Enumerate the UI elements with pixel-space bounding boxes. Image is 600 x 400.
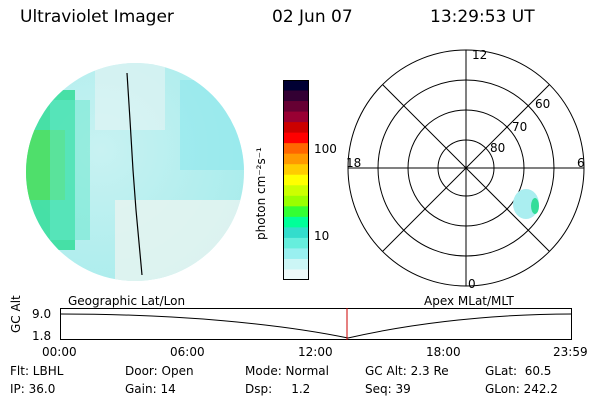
altitude-timeline bbox=[60, 308, 572, 340]
colorbar-label: photon cm⁻²s⁻¹ bbox=[254, 147, 268, 240]
altitude-curve bbox=[60, 313, 572, 339]
info-gc-alt: GC Alt: 2.3 Re bbox=[365, 364, 449, 378]
auroral-image bbox=[26, 63, 244, 281]
timeline-y-top: 9.0 bbox=[32, 307, 52, 321]
timeline-tick-0600: 06:00 bbox=[170, 345, 205, 359]
polar-lat-80: 80 bbox=[490, 141, 506, 155]
instrument-title: Ultraviolet Imager bbox=[20, 7, 174, 27]
info-door: Door: Open bbox=[125, 364, 194, 378]
colorbar-swatch bbox=[283, 164, 309, 176]
colorbar-swatch bbox=[283, 101, 309, 113]
info-dsp: Dsp: 1.2 bbox=[245, 382, 311, 396]
info-glat: GLat: 60.5 bbox=[485, 364, 552, 378]
timeline-tick-1800: 18:00 bbox=[426, 345, 461, 359]
timeline-left-title: Geographic Lat/Lon bbox=[68, 294, 186, 308]
colorbar-swatch bbox=[283, 216, 309, 228]
timeline-axis-label: GC Alt bbox=[9, 295, 23, 333]
polar-label-0: 0 bbox=[468, 277, 476, 291]
polar-label-18: 18 bbox=[346, 156, 362, 170]
timeline-y-bottom: 1.8 bbox=[32, 329, 52, 343]
colorbar-swatch bbox=[283, 80, 309, 92]
colorbar-swatch bbox=[283, 269, 309, 280]
colorbar-swatch bbox=[283, 143, 309, 155]
colorbar-swatch bbox=[283, 111, 309, 123]
colorbar-border bbox=[283, 80, 309, 280]
info-glon: GLon: 242.2 bbox=[485, 382, 558, 396]
colorbar-swatch bbox=[283, 185, 309, 197]
colorbar-swatch bbox=[283, 227, 309, 239]
polar-label-12: 12 bbox=[472, 48, 488, 62]
polar-label-6: 6 bbox=[577, 156, 585, 170]
colorbar bbox=[283, 80, 309, 280]
colorbar-swatch bbox=[283, 132, 309, 144]
colorbar-swatch bbox=[283, 122, 309, 134]
colorbar-swatch bbox=[283, 206, 309, 218]
polar-lat-60: 60 bbox=[535, 97, 551, 111]
terminator-line bbox=[126, 72, 143, 276]
date-label: 02 Jun 07 bbox=[272, 7, 353, 27]
colorbar-swatch bbox=[283, 153, 309, 165]
timeline-right-title: Apex MLat/MLT bbox=[424, 294, 514, 308]
info-mode: Mode: Normal bbox=[245, 364, 329, 378]
colorbar-swatch bbox=[283, 237, 309, 249]
colorbar-tick-10: 10 bbox=[314, 229, 330, 243]
info-ip: IP: 36.0 bbox=[10, 382, 56, 396]
timeline-tick-0000: 00:00 bbox=[42, 345, 77, 359]
colorbar-swatch bbox=[283, 90, 309, 102]
info-filter: Flt: LBHL bbox=[10, 364, 64, 378]
info-gain: Gain: 14 bbox=[125, 382, 176, 396]
timeline-tick-2359: 23:59 bbox=[553, 345, 588, 359]
colorbar-swatch bbox=[283, 248, 309, 260]
polar-lat-70: 70 bbox=[512, 120, 528, 134]
colorbar-swatch bbox=[283, 174, 309, 186]
polar-grid bbox=[347, 49, 585, 287]
colorbar-tick-100: 100 bbox=[314, 142, 337, 156]
info-seq: Seq: 39 bbox=[365, 382, 411, 396]
timeline-tick-1200: 12:00 bbox=[298, 345, 333, 359]
time-label: 13:29:53 UT bbox=[430, 7, 535, 27]
colorbar-swatch bbox=[283, 258, 309, 270]
colorbar-swatch bbox=[283, 195, 309, 207]
